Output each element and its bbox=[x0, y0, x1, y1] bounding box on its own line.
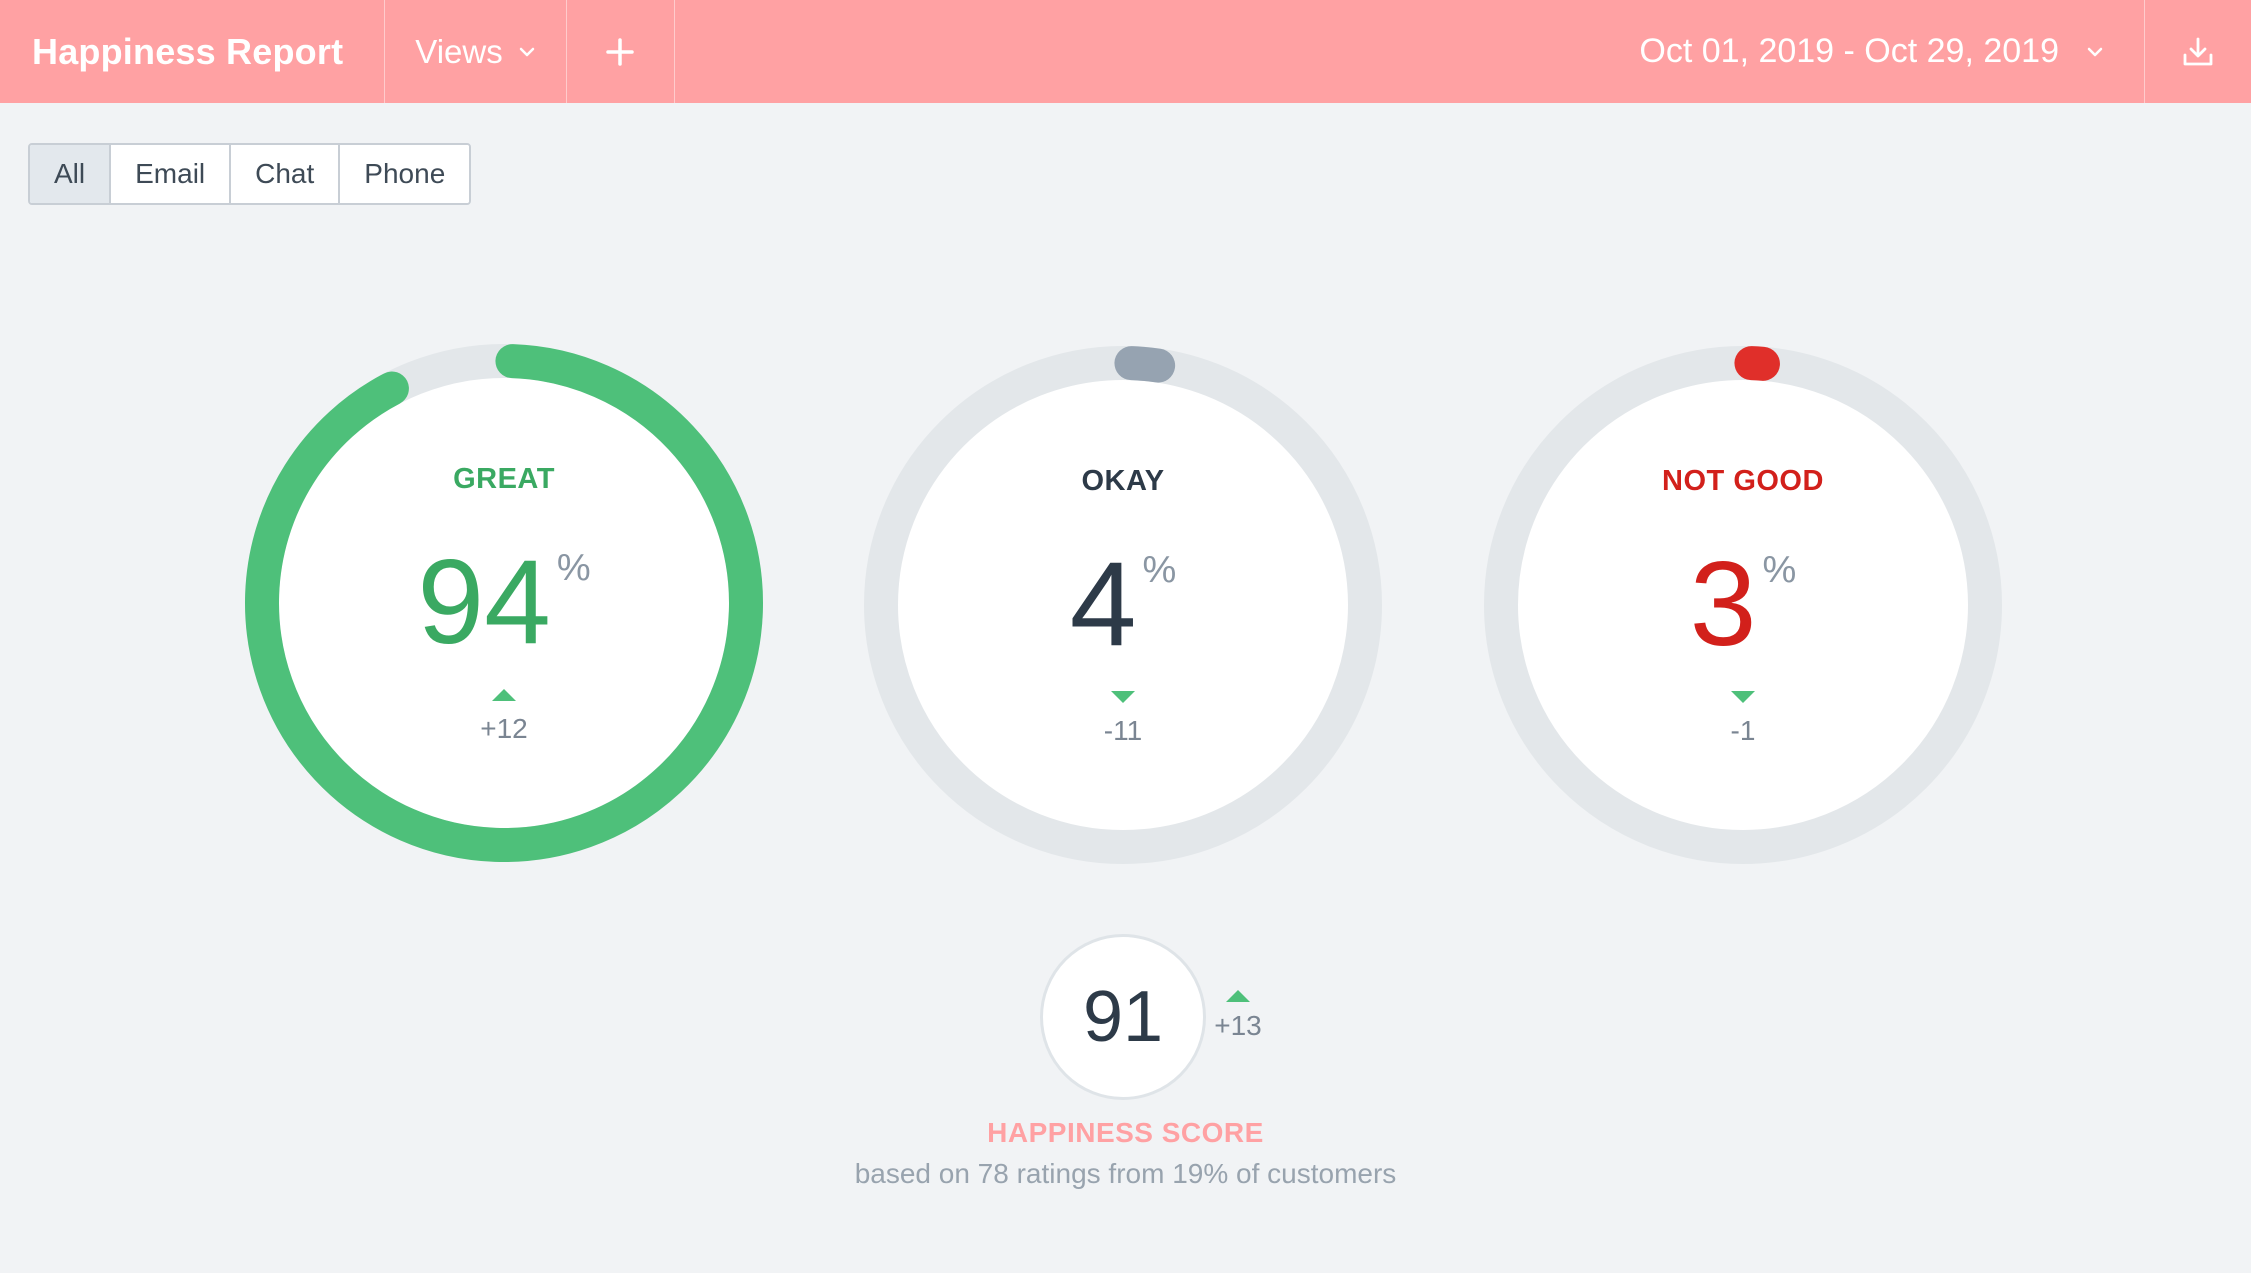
header-divider bbox=[384, 0, 385, 103]
rating-label: GREAT bbox=[453, 463, 555, 495]
percent-sign: % bbox=[556, 547, 591, 589]
rating-ring bbox=[864, 345, 1382, 864]
happiness-score-change: +13 bbox=[1212, 990, 1264, 1042]
rating-change-value: +12 bbox=[480, 713, 528, 744]
channel-filter-tabs: All Email Chat Phone bbox=[28, 143, 472, 205]
chevron-down-icon bbox=[2087, 47, 2103, 56]
ring-progress bbox=[244, 343, 763, 862]
rating-percentage: 94 bbox=[417, 535, 551, 669]
percent-sign: % bbox=[1142, 549, 1177, 591]
rating-okay-card: OKAY 4 % -11 bbox=[859, 341, 1387, 869]
rating-change-value: -1 bbox=[1730, 715, 1756, 746]
header-divider bbox=[674, 0, 675, 103]
rating-value: 3 % bbox=[1479, 539, 2007, 669]
happiness-score-subtitle: based on 78 ratings from 19% of customer… bbox=[854, 1158, 1397, 1189]
rating-value: 4 % bbox=[859, 539, 1387, 669]
rating-great-card: GREAT 94 % +12 bbox=[240, 339, 768, 867]
rating-label: NOT GOOD bbox=[1662, 465, 1824, 497]
tab-all[interactable]: All bbox=[30, 145, 110, 203]
rating-percentage: 4 bbox=[1069, 537, 1137, 671]
ring-progress bbox=[864, 345, 1382, 864]
rating-change-value: -11 bbox=[1103, 715, 1143, 746]
date-range-picker[interactable]: Oct 01, 2019 - Oct 29, 2019 bbox=[1639, 0, 2103, 103]
percent-sign: % bbox=[1762, 549, 1797, 591]
trend-up-icon bbox=[1226, 990, 1250, 1002]
trend-down-icon bbox=[1731, 691, 1755, 703]
trend-up-icon bbox=[492, 689, 516, 701]
ring-progress bbox=[1484, 345, 2002, 864]
date-range-label: Oct 01, 2019 - Oct 29, 2019 bbox=[1639, 32, 2059, 70]
rating-label: OKAY bbox=[1081, 465, 1165, 497]
tab-phone[interactable]: Phone bbox=[338, 145, 470, 203]
rating-value: 94 % bbox=[240, 537, 768, 667]
rating-ring bbox=[244, 343, 763, 862]
trend-down-icon bbox=[1111, 691, 1135, 703]
tab-chat[interactable]: Chat bbox=[229, 145, 339, 203]
rating-percentage: 3 bbox=[1689, 537, 1757, 671]
happiness-score-label: HAPPINESS SCORE bbox=[987, 1117, 1264, 1148]
top-bar: Happiness Report Views Oct 01, 2019 - Oc… bbox=[0, 0, 2251, 103]
happiness-score-value: 91 bbox=[1040, 934, 1206, 1100]
add-view-button[interactable] bbox=[566, 0, 674, 103]
tab-email[interactable]: Email bbox=[109, 145, 230, 203]
views-dropdown[interactable]: Views bbox=[385, 0, 565, 103]
download-button[interactable] bbox=[2145, 0, 2251, 103]
rating-change: -11 bbox=[859, 691, 1387, 747]
plus-icon bbox=[606, 37, 634, 66]
page-title: Happiness Report bbox=[32, 31, 344, 72]
rating-not-good-card: NOT GOOD 3 % -1 bbox=[1479, 341, 2007, 869]
score-change-value: +13 bbox=[1214, 1010, 1262, 1041]
views-label: Views bbox=[415, 32, 503, 70]
rating-change: +12 bbox=[240, 689, 768, 745]
rating-change: -1 bbox=[1479, 691, 2007, 747]
header-divider bbox=[2144, 0, 2145, 103]
rating-ring bbox=[1484, 345, 2002, 864]
chevron-down-icon bbox=[519, 47, 534, 56]
download-icon bbox=[2183, 37, 2213, 65]
header-divider bbox=[566, 0, 567, 103]
